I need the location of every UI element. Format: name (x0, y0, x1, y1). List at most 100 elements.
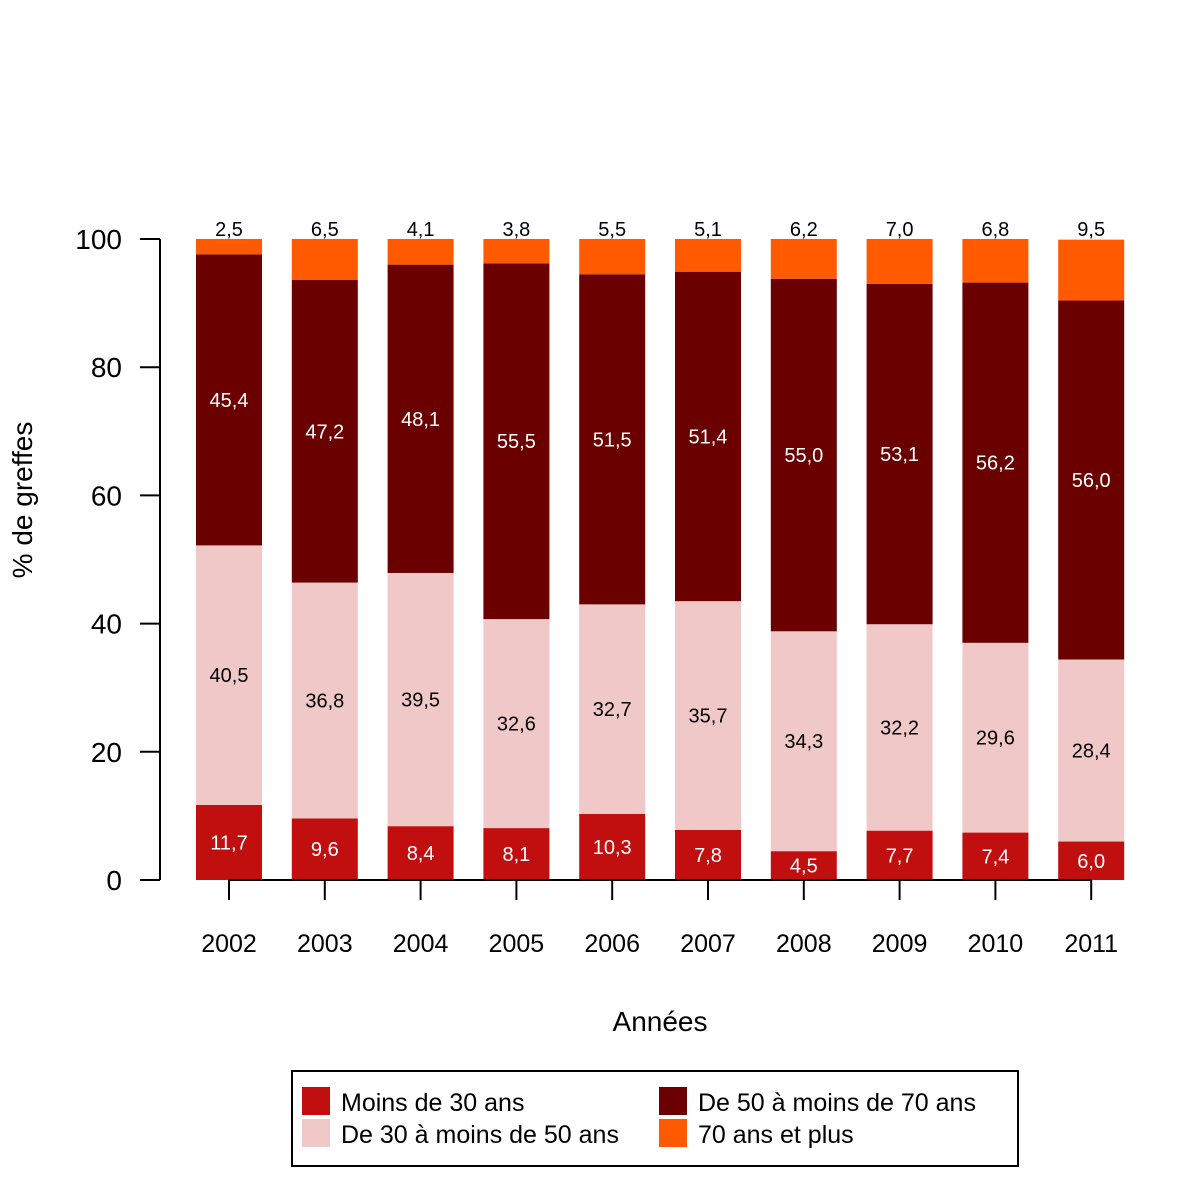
x-tick-label: 2004 (393, 930, 449, 958)
data-label: 2,5 (215, 219, 243, 241)
x-tick-label: 2005 (489, 930, 545, 958)
data-label: 32,2 (880, 717, 919, 739)
legend-label: Moins de 30 ans (341, 1089, 524, 1117)
bar-segment (387, 826, 454, 880)
bar-segment (770, 278, 837, 632)
bar-stack-2002: 11,7 40,5 45,4 2,5 (196, 219, 262, 880)
y-tick-label: 0 (106, 865, 122, 896)
y-tick-label: 60 (91, 480, 122, 511)
data-label: 5,1 (694, 219, 722, 241)
data-label: 45,4 (210, 390, 249, 412)
bar-segment (770, 239, 837, 279)
bar-stack-2007: 7,8 35,7 51,4 5,1 (675, 219, 741, 880)
data-label: 10,3 (593, 837, 632, 859)
data-label: 11,7 (210, 833, 247, 855)
data-label: 7,4 (981, 846, 1009, 868)
bar-segment (675, 271, 741, 602)
bar-segment (483, 828, 550, 880)
y-tick-label: 80 (91, 352, 122, 383)
data-label: 7,0 (886, 219, 914, 241)
bar-stack-2005: 8,1 32,6 55,5 3,8 (483, 219, 550, 880)
legend-label: De 30 à moins de 50 ans (341, 1121, 619, 1149)
bar-segment (1058, 659, 1125, 842)
x-tick-label: 2010 (968, 930, 1024, 958)
x-tick-label: 2008 (776, 930, 832, 958)
y-axis: 0 20 40 60 80 100 (75, 224, 161, 896)
bar-segment (1058, 300, 1125, 660)
bar-segment (1058, 239, 1125, 301)
bar-segment (291, 239, 358, 281)
bar-stack-2006: 10,3 32,7 51,5 5,5 (579, 219, 646, 880)
data-label: 36,8 (305, 691, 344, 713)
bar-segment (866, 624, 933, 831)
x-tick-label: 2003 (297, 930, 353, 958)
data-label: 56,2 (976, 453, 1015, 475)
legend-box (291, 1070, 1019, 1167)
plot-area: 11,7 40,5 45,4 2,5 9,6 36,8 47,2 6,5 8,4 39,5 48,1… (196, 219, 1125, 880)
data-label: 39,5 (401, 690, 440, 712)
x-tick-label: 2009 (872, 930, 928, 958)
bar-stack-2011: 6,0 28,4 56,0 9,5 (1058, 219, 1125, 880)
bar-stack-2010: 7,4 29,6 56,2 6,8 (962, 219, 1029, 880)
data-label: 53,1 (880, 444, 919, 466)
bar-segment (387, 239, 454, 265)
bar-segment (770, 851, 837, 880)
bar-segment (196, 239, 262, 255)
bar-segment (866, 283, 933, 625)
bar-segment (866, 239, 933, 284)
legend-label: De 50 à moins de 70 ans (698, 1089, 976, 1117)
bar-stack-2003: 9,6 36,8 47,2 6,5 (291, 219, 358, 880)
legend-label: 70 ans et plus (698, 1121, 854, 1149)
bar-segment (962, 239, 1029, 283)
bar-segment (196, 254, 262, 546)
data-label: 51,4 (689, 426, 728, 448)
data-label: 29,6 (976, 728, 1015, 750)
bar-segment (483, 619, 550, 829)
data-label: 32,6 (497, 714, 536, 736)
bar-segment (579, 604, 646, 814)
legend: Moins de 30 ans De 30 à moins de 50 ans De… (291, 1070, 1019, 1167)
bar-stack-2004: 8,4 39,5 48,1 4,1 (387, 219, 454, 880)
y-tick-label: 100 (75, 224, 122, 255)
bar-segment (962, 282, 1029, 643)
bar-stack-2009: 7,7 32,2 53,1 7,0 (866, 219, 933, 880)
data-label: 6,0 (1077, 851, 1105, 873)
bar-segment (675, 239, 741, 272)
bar-segment (196, 805, 262, 880)
bar-segment (483, 239, 550, 264)
bar-segment (1058, 841, 1125, 880)
data-label: 40,5 (210, 665, 249, 687)
legend-item: De 50 à moins de 70 ans (659, 1087, 976, 1117)
data-label: 51,5 (593, 429, 632, 451)
bar-segment (291, 818, 358, 880)
data-label: 7,8 (694, 845, 722, 867)
data-label: 8,1 (502, 844, 530, 866)
bar-segment (291, 280, 358, 583)
bar-segment (866, 830, 933, 880)
legend-swatch (659, 1087, 687, 1115)
bar-segment (770, 631, 837, 852)
x-tick-label: 2011 (1064, 930, 1118, 958)
legend-swatch (302, 1087, 330, 1115)
data-label: 3,8 (502, 219, 530, 241)
bar-segment (962, 642, 1029, 833)
x-tick-label: 2006 (584, 930, 640, 958)
data-label: 6,2 (790, 219, 818, 241)
bar-segment (387, 264, 454, 573)
x-axis: 2002 2003 2004 2005 2006 2007 2008 2009 2010 2011 (201, 879, 1118, 958)
x-tick-label: 2002 (201, 930, 257, 958)
bar-segment (579, 274, 646, 605)
data-label: 34,3 (784, 731, 823, 753)
legend-item: 70 ans et plus (659, 1119, 854, 1149)
x-axis-title: Années (613, 1006, 708, 1037)
bar-segment (196, 545, 262, 806)
legend-item: Moins de 30 ans (302, 1087, 524, 1117)
data-label: 28,4 (1072, 741, 1111, 763)
legend-swatch (659, 1119, 687, 1147)
bar-segment (675, 601, 741, 831)
data-label: 7,7 (886, 845, 914, 867)
data-label: 8,4 (407, 843, 435, 865)
data-label: 32,7 (593, 699, 632, 721)
bar-segment (675, 830, 741, 880)
